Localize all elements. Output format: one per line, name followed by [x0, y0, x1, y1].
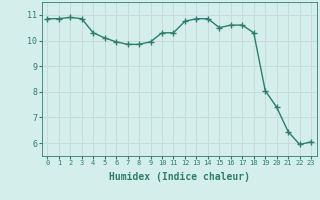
X-axis label: Humidex (Indice chaleur): Humidex (Indice chaleur) [109, 172, 250, 182]
